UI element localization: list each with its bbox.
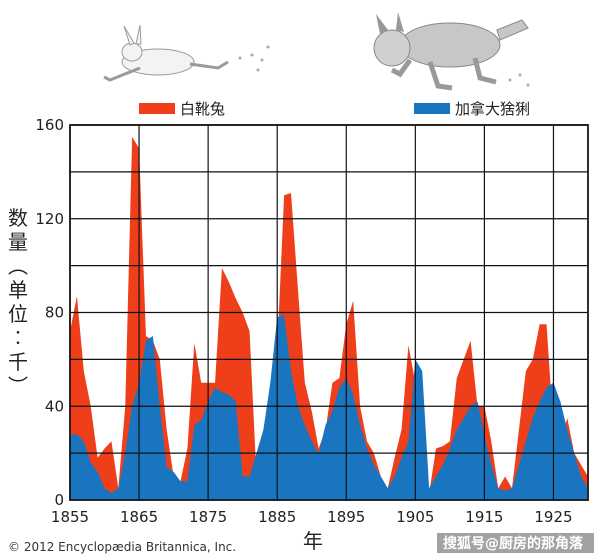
y-tick-label: 0 <box>54 491 64 509</box>
x-tick-label: 1875 <box>189 508 227 526</box>
x-tick-label: 1925 <box>534 508 572 526</box>
hare-illustration <box>103 24 270 82</box>
x-tick-label: 1905 <box>396 508 434 526</box>
x-axis-ticks: 1855 1865 1875 1885 1895 1905 1915 1925 <box>51 508 573 526</box>
area-series-hare <box>70 136 588 500</box>
y-axis-ticks: 0 40 80 120 160 <box>35 116 64 509</box>
legend-label-hare: 白靴兔 <box>180 100 225 118</box>
plot-frame <box>69 124 589 501</box>
x-tick-label: 1885 <box>258 508 296 526</box>
y-tick-label: 80 <box>45 304 64 322</box>
x-axis-title: 年 <box>303 529 323 553</box>
copyright-credit: © 2012 Encyclopædia Britannica, Inc. <box>8 540 236 554</box>
lynx-illustration <box>373 12 530 91</box>
y-tick-label: 40 <box>45 397 64 415</box>
y-axis-title: 数量︵单位︰千︶ <box>8 206 28 398</box>
legend: 白靴兔 加拿大猞猁 <box>139 100 530 118</box>
x-tick-label: 1865 <box>120 508 158 526</box>
watermark-background <box>437 533 594 553</box>
x-tick-label: 1855 <box>51 508 89 526</box>
legend-swatch-lynx <box>414 103 450 114</box>
y-tick-label: 160 <box>35 116 64 134</box>
legend-label-lynx: 加拿大猞猁 <box>455 100 530 118</box>
legend-swatch-hare <box>139 103 175 114</box>
watermark-text: 搜狐号@厨房的那角落 <box>443 535 584 552</box>
y-tick-label: 120 <box>35 210 64 228</box>
x-tick-label: 1895 <box>327 508 365 526</box>
x-tick-label: 1915 <box>465 508 503 526</box>
